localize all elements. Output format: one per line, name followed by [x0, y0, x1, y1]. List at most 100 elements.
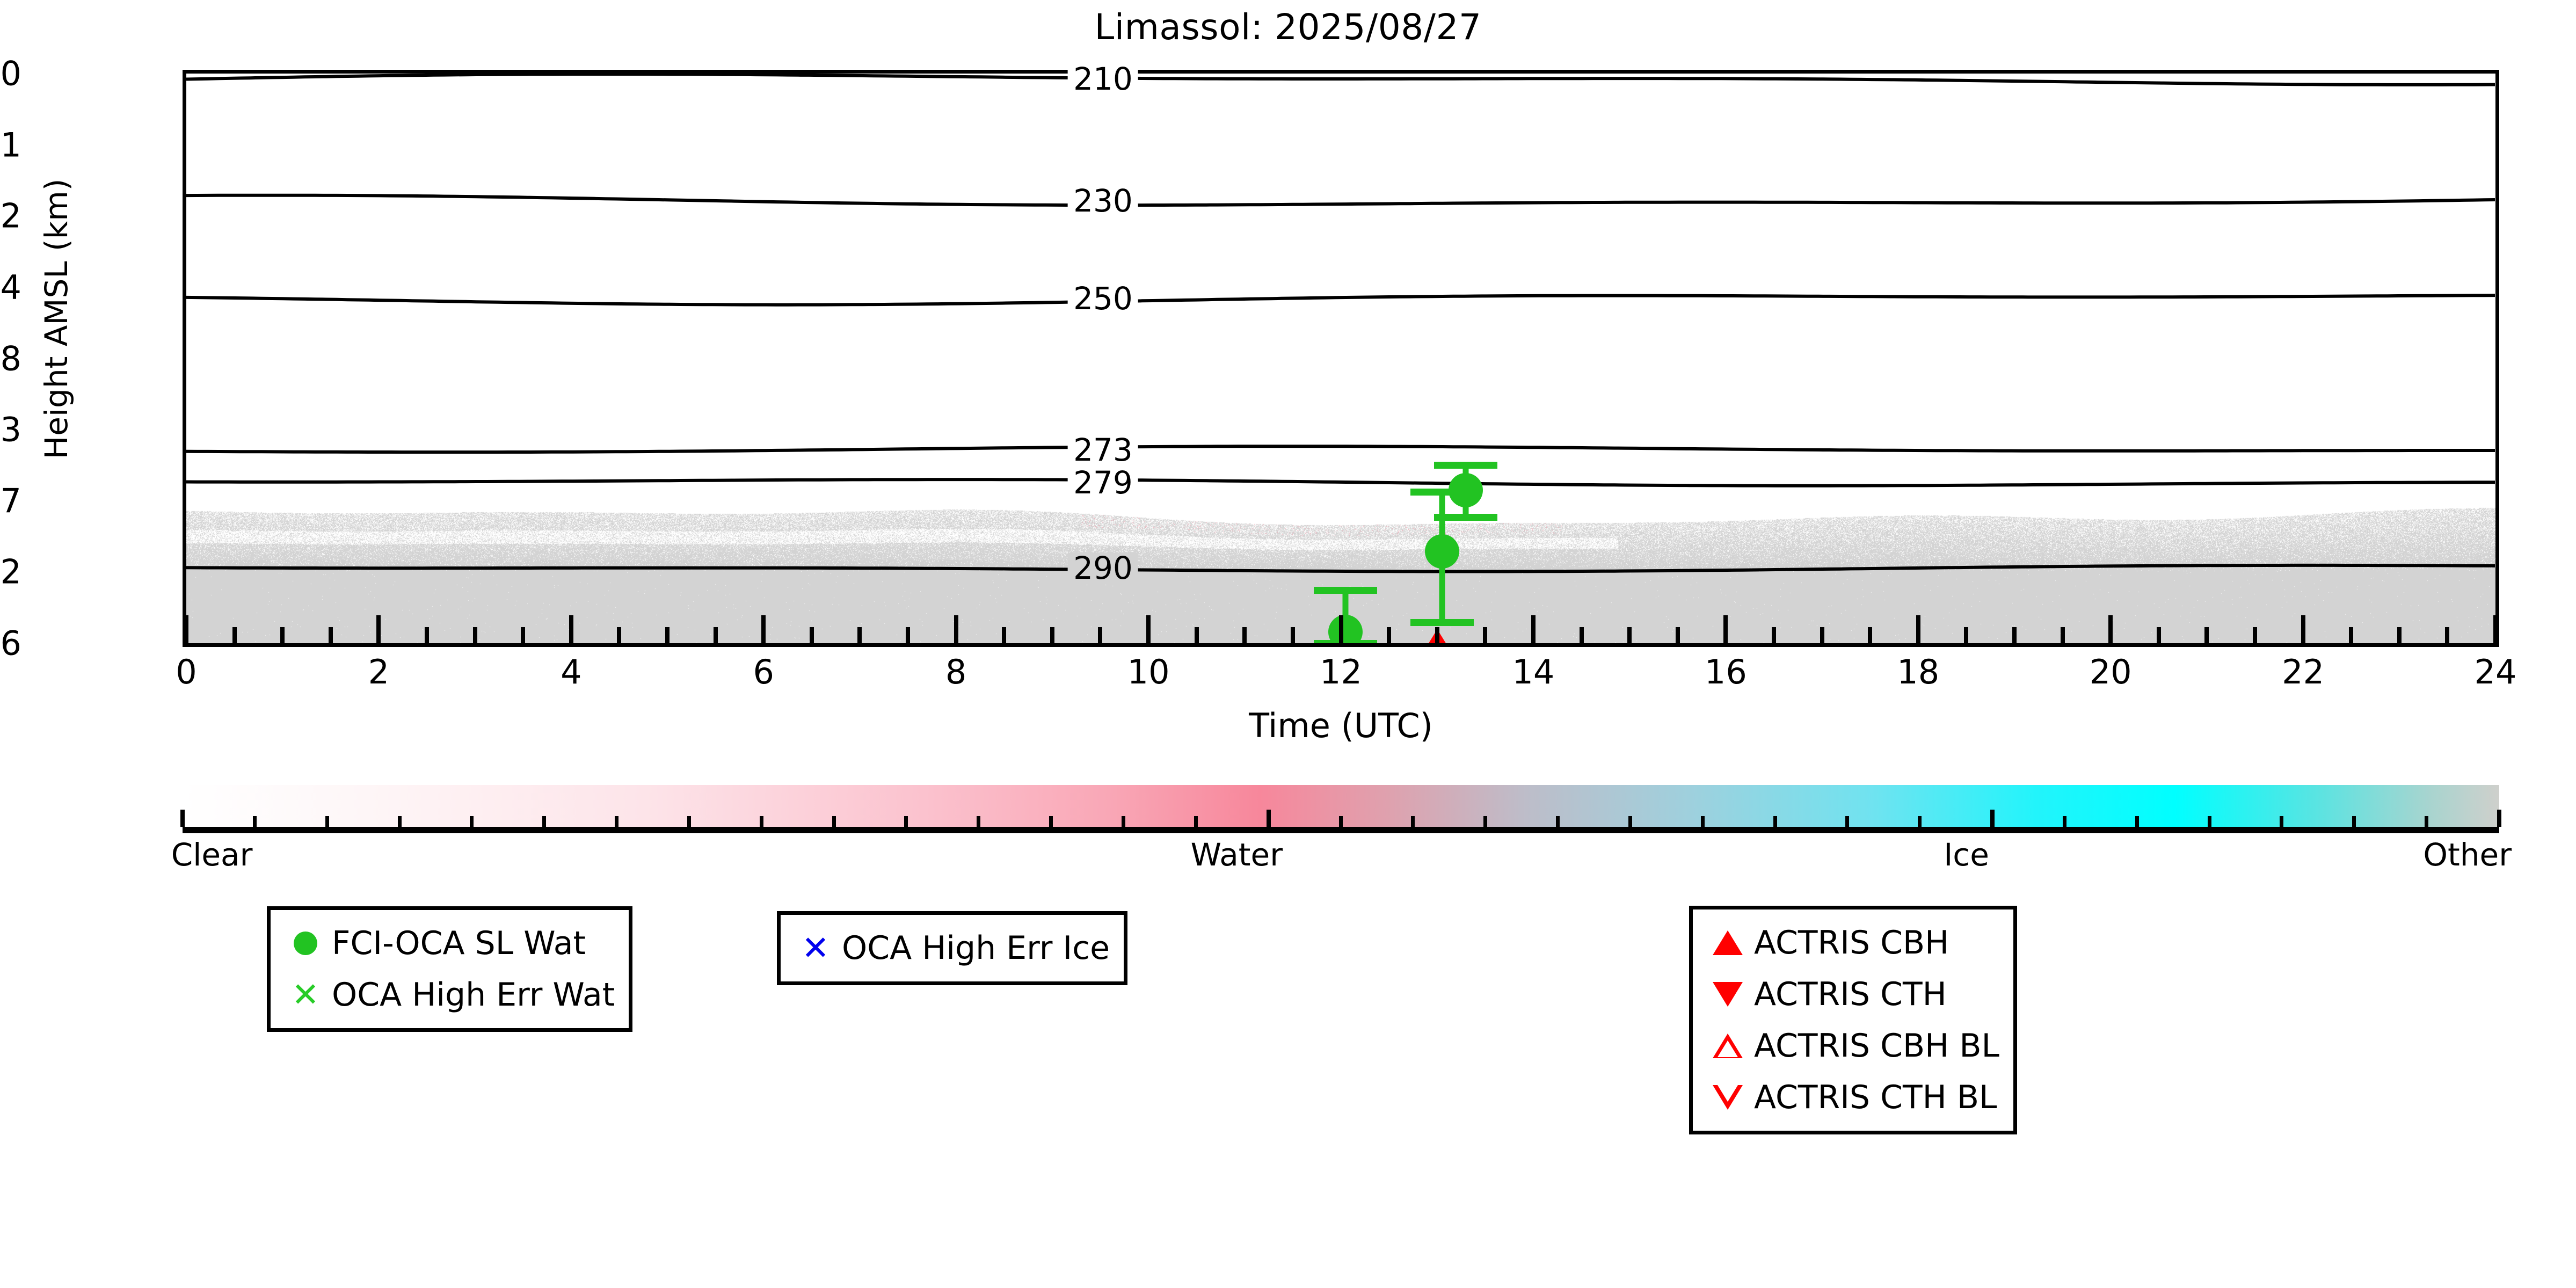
y-axis-tick-label: 11.2: [0, 196, 21, 236]
x-axis-tick-label: 18: [1897, 652, 1940, 692]
fci-oca-sl-wat-point[interactable]: [1424, 534, 1459, 569]
x-tick-minor: [280, 627, 285, 643]
y-axis-label: Height AMSL (km): [38, 178, 75, 460]
x-tick-minor: [809, 627, 814, 643]
x-mark-icon-glyph: ✕: [802, 928, 829, 967]
triangle-up-open-icon: [1705, 1034, 1751, 1058]
colorbar-tick-minor: [2352, 816, 2356, 827]
x-axis-tick-label: 0: [176, 652, 197, 692]
colorbar-tick-minor: [252, 816, 257, 827]
colorbar-tick-minor: [1556, 816, 1560, 827]
x-tick-minor: [1964, 627, 1969, 643]
x-axis-tick-label: 20: [2089, 652, 2132, 692]
x-tick-major: [2493, 615, 2495, 643]
error-cap-lower: [1434, 513, 1498, 521]
x-tick-minor: [1242, 627, 1247, 643]
colorbar-label-clear: Clear: [171, 836, 253, 873]
colorbar-tick-minor: [1628, 816, 1632, 827]
triangle-down-open-icon: [1705, 1085, 1751, 1110]
x-tick-minor: [472, 627, 477, 643]
x-tick-major: [2301, 615, 2305, 643]
x-tick-minor: [1098, 627, 1103, 643]
x-tick-minor: [2060, 627, 2065, 643]
legend-item[interactable]: ✕ OCA High Err Ice: [792, 922, 1110, 974]
cloud-mask-field: [186, 74, 2495, 643]
x-axis-tick-label: 16: [1704, 652, 1747, 692]
y-axis-tick-label: 13.1: [0, 125, 21, 165]
colorbar-tick-minor: [759, 816, 763, 827]
x-axis-tick-label: 10: [1127, 652, 1170, 692]
colorbar-tick-minor: [542, 816, 547, 827]
colorbar-tick-major: [2497, 810, 2501, 827]
colorbar-label-water: Water: [1190, 836, 1283, 873]
colorbar-tick-minor: [977, 816, 981, 827]
colorbar-tick-minor: [1700, 816, 1705, 827]
legend-item-label: ACTRIS CTH BL: [1754, 1079, 1997, 1116]
x-tick-major: [2108, 615, 2113, 643]
x-tick-minor: [857, 627, 862, 643]
isotherm-label-210: 210: [1068, 63, 1138, 95]
x-axis-tick-label: 4: [561, 652, 582, 692]
x-tick-major: [1338, 615, 1343, 643]
legend-item[interactable]: ACTRIS CBH: [1705, 917, 1999, 969]
legend-item[interactable]: ACTRIS CBH BL: [1705, 1020, 1999, 1072]
y-axis-tick-label: 0.16: [0, 623, 21, 663]
colorbar-label-other: Other: [2423, 836, 2512, 873]
x-tick-minor: [1771, 627, 1776, 643]
x-tick-minor: [2445, 627, 2450, 643]
filled-circle-icon-glyph: [294, 932, 317, 955]
isotherm-label-273: 273: [1068, 434, 1138, 465]
isotherm-label-230: 230: [1068, 185, 1138, 217]
x-tick-minor: [1435, 627, 1439, 643]
x-tick-major: [1146, 615, 1151, 643]
fci-oca-sl-wat-point[interactable]: [1328, 615, 1363, 643]
isotherm-250: [186, 294, 2495, 307]
isotherm-273: [186, 445, 2495, 454]
colorbar-axis-line: [183, 827, 2499, 833]
legend-item-label: FCI-OCA SL Wat: [332, 925, 586, 962]
x-axis-tick-label: 2: [368, 652, 390, 692]
colorbar-tick-minor: [325, 816, 329, 827]
isotherm-label-290: 290: [1068, 552, 1138, 584]
colorbar-tick-minor: [1773, 816, 1777, 827]
y-axis-tick-label: 9.44: [0, 267, 21, 307]
colorbar-tick-minor: [2207, 816, 2211, 827]
x-tick-minor: [1050, 627, 1054, 643]
isotherm-contours: [186, 74, 2495, 573]
fci-oca-sl-wat-point[interactable]: [1449, 472, 1483, 507]
plot-area: [183, 70, 2499, 647]
x-tick-minor: [713, 627, 718, 643]
x-tick-major: [1531, 615, 1536, 643]
colorbar-tick-minor: [2135, 816, 2139, 827]
x-mark-icon: ✕: [282, 978, 329, 1012]
x-tick-minor: [425, 627, 430, 643]
x-mark-icon-glyph: ✕: [292, 975, 319, 1014]
y-axis-tick-label: 7.58: [0, 339, 21, 378]
legend-item[interactable]: ✕ OCA High Err Wat: [282, 969, 615, 1021]
legend-item[interactable]: ACTRIS CTH BL: [1705, 1072, 1999, 1123]
x-tick-minor: [2397, 627, 2402, 643]
legend-item-label: ACTRIS CTH: [1754, 976, 1947, 1013]
colorbar-tick-minor: [2425, 816, 2429, 827]
colorbar-tick-minor: [687, 816, 691, 827]
colorbar-tick-minor: [1845, 816, 1850, 827]
colorbar-tick-minor: [1411, 816, 1415, 827]
x-axis-tick-label: 24: [2474, 652, 2517, 692]
x-tick-minor: [906, 627, 911, 643]
colorbar-tick-minor: [2062, 816, 2066, 827]
colorbar-tick-major: [1990, 810, 1995, 827]
x-tick-major: [186, 615, 188, 643]
water-legend: FCI-OCA SL Wat ✕ OCA High Err Wat: [267, 906, 633, 1032]
legend-item[interactable]: ACTRIS CTH: [1705, 969, 1999, 1020]
colorbar: Clear Water Ice Other: [171, 785, 2512, 873]
x-tick-minor: [1820, 627, 1824, 643]
x-tick-major: [761, 615, 766, 643]
legend-item[interactable]: FCI-OCA SL Wat: [282, 918, 615, 969]
x-axis-tick-label: 12: [1320, 652, 1362, 692]
x-tick-minor: [1387, 627, 1392, 643]
colorbar-tick-minor: [615, 816, 619, 827]
triangle-up-filled-icon: [1705, 930, 1751, 955]
legend-item-label: OCA High Err Wat: [332, 976, 615, 1014]
colorbar-tick-minor: [904, 816, 908, 827]
